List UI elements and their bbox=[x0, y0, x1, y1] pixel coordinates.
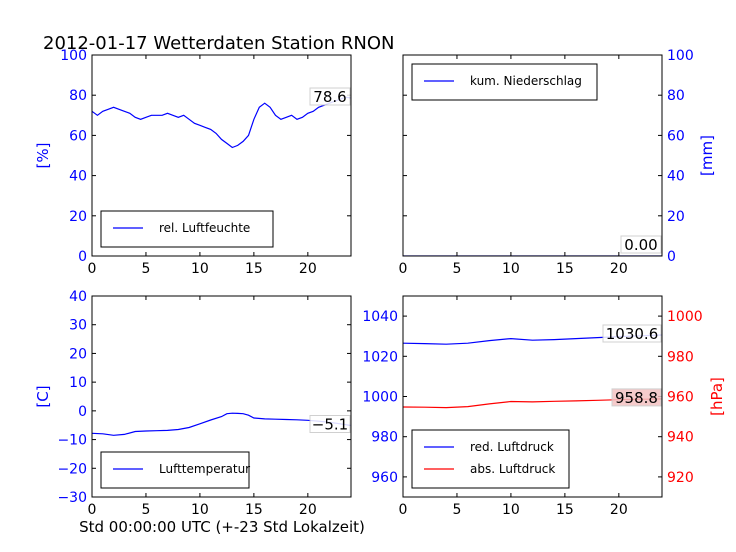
value-annotation-box bbox=[309, 415, 351, 434]
y-tick-label-right: 920 bbox=[667, 470, 694, 486]
y-tick-label: 0 bbox=[78, 404, 87, 420]
y-tick-label: 40 bbox=[69, 289, 87, 305]
y-tick-label: 80 bbox=[69, 88, 87, 104]
x-tick-label: 20 bbox=[610, 502, 628, 518]
value-annotation: 1030.6 bbox=[606, 325, 659, 343]
y-tick-label: 60 bbox=[667, 128, 685, 144]
plot-frame bbox=[91, 54, 352, 257]
y-tick-label: −10 bbox=[57, 433, 87, 449]
y-axis-label: [mm] bbox=[698, 135, 716, 176]
value-annotation-box bbox=[620, 235, 662, 254]
x-tick-label: 10 bbox=[191, 502, 209, 518]
x-tick-label: 20 bbox=[299, 502, 317, 518]
x-tick-label: 10 bbox=[191, 261, 209, 277]
x-tick-label: 5 bbox=[452, 502, 461, 518]
value-annotation: 0.00 bbox=[624, 236, 657, 254]
legend-label: Lufttemperatur bbox=[159, 462, 250, 476]
y-tick-label: 0 bbox=[78, 249, 87, 265]
legend-label: rel. Luftfeuchte bbox=[159, 221, 250, 235]
y-tick-label: 980 bbox=[371, 430, 398, 446]
y-tick-label: 1000 bbox=[362, 390, 398, 406]
legend-label: red. Luftdruck bbox=[470, 440, 554, 454]
plot-frame bbox=[91, 295, 352, 498]
y-tick-label: 20 bbox=[667, 209, 685, 225]
series-line-lufttemperatur bbox=[92, 412, 351, 436]
y-tick-label: 60 bbox=[69, 128, 87, 144]
x-tick-label: 15 bbox=[245, 261, 263, 277]
legend-label: kum. Niederschlag bbox=[470, 74, 582, 88]
y-tick-label: 10 bbox=[69, 375, 87, 391]
legend-box bbox=[100, 451, 250, 489]
y-tick-label: 40 bbox=[667, 169, 685, 185]
y-tick-label: 100 bbox=[667, 48, 694, 64]
x-tick-label: 5 bbox=[141, 261, 150, 277]
x-tick-label: 20 bbox=[299, 261, 317, 277]
y-tick-label: 960 bbox=[371, 470, 398, 486]
x-tick-label: 10 bbox=[502, 261, 520, 277]
x-tick-label: 15 bbox=[556, 502, 574, 518]
y-tick-label-right: 1000 bbox=[667, 309, 703, 325]
value-annotation-box bbox=[611, 388, 662, 407]
y-tick-label: 80 bbox=[667, 88, 685, 104]
y-axis-label: [C] bbox=[34, 385, 52, 407]
x-axis-label: Std 00:00:00 UTC (+-23 Std Lokalzeit) bbox=[79, 518, 365, 536]
value-annotation: 78.6 bbox=[313, 88, 346, 106]
x-tick-label: 0 bbox=[399, 502, 408, 518]
y-tick-label: 1020 bbox=[362, 349, 398, 365]
chart-pressure: 0 5 10 15 20 960 980 1000 1020 1040 920 940 960 980 10… bbox=[362, 295, 726, 518]
y-tick-label: 20 bbox=[69, 209, 87, 225]
x-tick-label: 5 bbox=[141, 502, 150, 518]
y-axis-label-right: [hPa] bbox=[708, 377, 726, 416]
x-tick-label: 0 bbox=[88, 261, 97, 277]
chart-precip: 0 5 10 15 20 0 20 40 60 80 100 [mm] kum. Niederschla… bbox=[399, 48, 716, 277]
y-tick-label: 100 bbox=[60, 48, 87, 64]
y-tick-label: 1040 bbox=[362, 309, 398, 325]
x-tick-label: 15 bbox=[556, 261, 574, 277]
chart-temperature: 0 5 10 15 20 −30 −20 −10 0 10 20 30 40 [C] Lufttempera… bbox=[34, 289, 352, 518]
legend-label: abs. Luftdruck bbox=[470, 462, 555, 476]
figure-title: 2012-01-17 Wetterdaten Station RNON bbox=[43, 33, 394, 54]
y-axis-label: [%] bbox=[34, 143, 52, 169]
series-line-rel-luftfeuchte bbox=[92, 96, 351, 149]
value-annotation-box bbox=[602, 324, 662, 343]
x-tick-label: 5 bbox=[452, 261, 461, 277]
x-tick-label: 10 bbox=[502, 502, 520, 518]
y-tick-label: 0 bbox=[667, 249, 676, 265]
y-tick-label: −30 bbox=[57, 490, 87, 506]
x-tick-label: 15 bbox=[245, 502, 263, 518]
value-annotation: 958.8 bbox=[615, 389, 658, 407]
chart-humidity: 0 5 10 15 20 0 20 40 60 80 100 [%] rel. Luftfeuchte 7… bbox=[34, 48, 352, 277]
y-tick-label-right: 940 bbox=[667, 430, 694, 446]
y-tick-label: 30 bbox=[69, 318, 87, 334]
y-tick-label-right: 980 bbox=[667, 349, 694, 365]
x-tick-label: 0 bbox=[399, 261, 408, 277]
legend-box bbox=[411, 63, 598, 101]
x-tick-label: 0 bbox=[88, 502, 97, 518]
y-tick-label: 40 bbox=[69, 169, 87, 185]
plot-frame bbox=[402, 54, 663, 257]
x-tick-label: 20 bbox=[610, 261, 628, 277]
y-tick-label: −20 bbox=[57, 461, 87, 477]
legend-box bbox=[411, 429, 570, 489]
y-tick-label: 20 bbox=[69, 346, 87, 362]
value-annotation-box bbox=[309, 87, 351, 106]
value-annotation: −5.1 bbox=[312, 416, 348, 434]
legend-box bbox=[100, 210, 274, 248]
y-tick-label-right: 960 bbox=[667, 390, 694, 406]
